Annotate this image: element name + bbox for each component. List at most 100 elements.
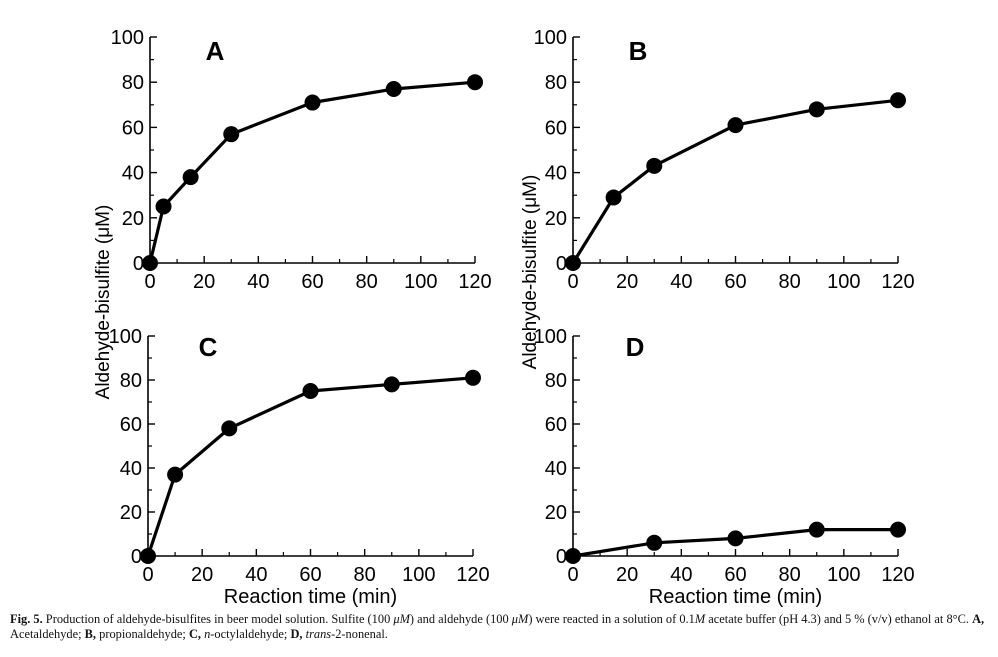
- caption-text-1: Production of aldehyde-bisulfites in bee…: [42, 612, 394, 626]
- panel-title-a: A: [206, 36, 225, 66]
- y-tick-label: 80: [545, 72, 567, 94]
- x-tick-label: 80: [354, 564, 376, 586]
- x-tick-label: 100: [404, 271, 437, 293]
- y-tick-label: 40: [120, 458, 142, 480]
- chart-panel-d: 0 20 40 60 80 100 0 20 40 60 80 100 120 D Reaction tim…: [534, 326, 915, 608]
- caption-desc-b: propionaldehyde;: [96, 627, 189, 641]
- data-point: [565, 255, 581, 271]
- data-point: [223, 126, 240, 143]
- data-point: [302, 383, 319, 399]
- data-point: [727, 117, 744, 134]
- y-tick-label: 60: [545, 414, 567, 436]
- caption-italic-c: n: [204, 627, 211, 641]
- data-point: [646, 157, 663, 174]
- x-tick-label: 60: [301, 271, 323, 293]
- series-line: [146, 376, 474, 557]
- x-tick-label: 40: [670, 271, 692, 293]
- x-tick-label: 0: [567, 564, 578, 586]
- caption-text-2: ) and aldehyde (100: [409, 612, 512, 626]
- data-point: [646, 534, 663, 551]
- x-tick-label: 60: [299, 564, 321, 586]
- y-tick-label: 20: [545, 208, 567, 230]
- x-tick-label: 120: [881, 271, 914, 293]
- data-point: [808, 101, 825, 118]
- caption-desc-d: -2-nonenal.: [331, 627, 388, 641]
- x-tick-label: 20: [193, 271, 215, 293]
- y-tick-label: 40: [122, 163, 144, 185]
- x-tick-label: 20: [191, 564, 213, 586]
- caption-unit-1: μM: [393, 612, 410, 626]
- x-tick-label: 120: [458, 271, 491, 293]
- x-axis-title: Reaction time (min): [224, 586, 397, 608]
- y-axis-title-right: Aldehyde-bisulfite (μM): [520, 174, 541, 370]
- data-point: [605, 189, 622, 206]
- y-tick-label: 80: [122, 72, 144, 94]
- caption-key-b: B,: [84, 627, 97, 641]
- y-tick-label: 100: [111, 27, 144, 49]
- data-point: [565, 548, 581, 564]
- caption-key-c: C,: [188, 627, 201, 641]
- y-tick-label: 20: [545, 502, 567, 524]
- y-tick-label: 80: [120, 370, 142, 392]
- x-tick-label: 20: [616, 564, 638, 586]
- data-point: [890, 92, 906, 109]
- caption-italic-d: trans: [305, 627, 332, 641]
- caption-key-a: A,: [972, 612, 985, 626]
- caption-label: Fig. 5.: [10, 612, 43, 626]
- x-tick-label: 40: [245, 564, 267, 586]
- y-axis-title-left: Aldehyde-bisulfite (μM): [93, 204, 114, 400]
- panel-title-b: B: [629, 36, 648, 66]
- data-point: [155, 198, 172, 215]
- x-tick-label: 120: [456, 564, 489, 586]
- panel-title-d: D: [626, 332, 645, 362]
- x-tick-label: 40: [670, 564, 692, 586]
- x-tick-label: 80: [779, 271, 801, 293]
- y-tick-label: 40: [545, 163, 567, 185]
- data-point: [727, 530, 744, 547]
- data-point: [385, 80, 402, 97]
- x-tick-label: 0: [567, 271, 578, 293]
- y-tick-label: 0: [131, 546, 142, 568]
- data-point: [142, 255, 158, 271]
- y-tick-label: 60: [545, 117, 567, 139]
- chart-panel-b: 0 20 40 60 80 100 0 20 40 60 80 100 120 B: [534, 27, 915, 293]
- data-point: [167, 466, 184, 483]
- y-tick-label: 0: [133, 253, 144, 275]
- panel-title-c: C: [199, 332, 218, 362]
- data-point: [890, 521, 906, 538]
- data-point: [140, 548, 156, 564]
- data-point: [221, 420, 238, 437]
- y-tick-label: 60: [122, 117, 144, 139]
- x-tick-label: 40: [247, 271, 269, 293]
- y-tick-label: 100: [109, 326, 142, 348]
- x-tick-label: 80: [779, 564, 801, 586]
- y-tick-label: 60: [120, 414, 142, 436]
- data-point: [465, 369, 481, 386]
- y-tick-label: 100: [534, 27, 567, 49]
- y-tick-label: 0: [556, 546, 567, 568]
- caption-unit-2: μM: [511, 612, 529, 626]
- x-tick-label: 100: [402, 564, 435, 586]
- x-tick-label: 80: [356, 271, 378, 293]
- data-point: [467, 74, 483, 91]
- data-point: [383, 376, 400, 393]
- x-axis-title: Reaction time (min): [649, 586, 822, 608]
- y-tick-label: 100: [534, 326, 567, 348]
- x-tick-label: 100: [827, 564, 860, 586]
- data-point: [808, 521, 825, 538]
- x-tick-label: 120: [881, 564, 914, 586]
- caption-key-d: D,: [290, 627, 303, 641]
- y-tick-label: 20: [120, 502, 142, 524]
- y-tick-label: 80: [545, 370, 567, 392]
- y-tick-label: 20: [122, 208, 144, 230]
- caption-text-3: ) were reacted in a solution of 0.1: [528, 612, 695, 626]
- caption-desc-c: -octylaldehyde;: [210, 627, 291, 641]
- x-tick-label: 0: [144, 271, 155, 293]
- y-tick-label: 40: [545, 458, 567, 480]
- x-tick-label: 100: [827, 271, 860, 293]
- caption-text-4: acetate buffer (pH 4.3) and 5 % (v/v) et…: [705, 612, 973, 626]
- y-tick-label: 0: [556, 253, 567, 275]
- chart-panel-c: 0 20 40 60 80 100 0 20 40 60 80 100 120 C Reaction tim…: [109, 326, 490, 608]
- data-point: [182, 169, 199, 186]
